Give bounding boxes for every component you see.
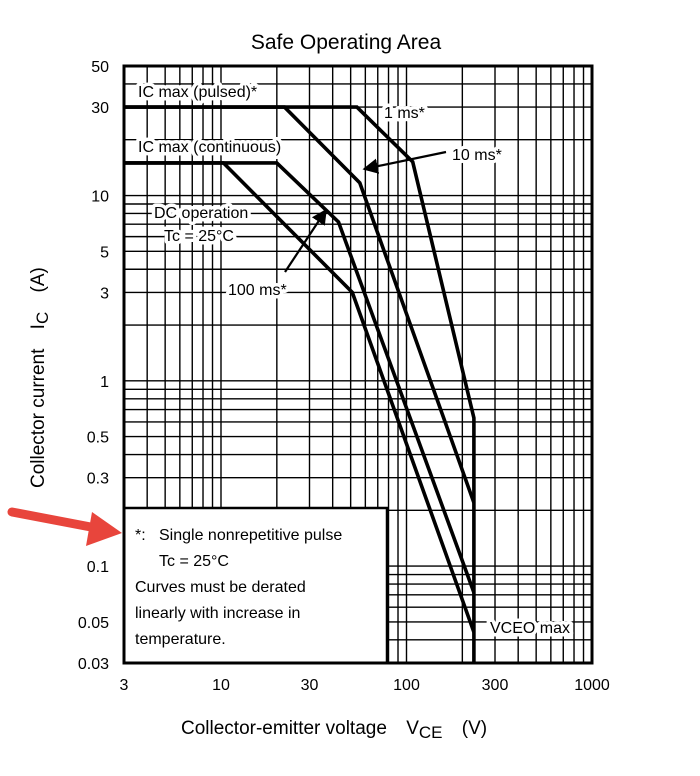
note-line2: Tc = 25°C bbox=[159, 553, 229, 570]
note-line4: linearly with increase in bbox=[135, 605, 300, 622]
y-axis-subscript: C bbox=[33, 312, 52, 324]
y-tick-label: 50 bbox=[91, 59, 109, 76]
y-tick-label: 0.5 bbox=[87, 430, 109, 447]
arrow-10ms bbox=[362, 150, 447, 174]
y-axis-label: Collector current IC (A) bbox=[28, 267, 53, 488]
y-tick-label: 10 bbox=[91, 189, 109, 206]
x-tick-label: 30 bbox=[301, 677, 319, 694]
label-dc-operation: DC operation bbox=[154, 205, 248, 222]
x-tick-label: 300 bbox=[482, 677, 509, 694]
x-axis-subscript: CE bbox=[419, 723, 443, 742]
label-1ms: 1 ms* bbox=[384, 105, 425, 122]
x-axis-label: Collector-emitter voltage VCE (V) bbox=[181, 718, 487, 743]
y-tick-label: 3 bbox=[100, 285, 109, 302]
y-tick-label: 30 bbox=[91, 100, 109, 117]
y-tick-label: 0.05 bbox=[78, 615, 109, 632]
note-line1: Single nonrepetitive pulse bbox=[159, 527, 342, 544]
chart-title: Safe Operating Area bbox=[251, 31, 442, 54]
label-100ms: 100 ms* bbox=[228, 282, 287, 299]
curve-dc-operation bbox=[124, 161, 476, 633]
x-tick-label: 100 bbox=[393, 677, 420, 694]
y-axis-label-text: Collector current bbox=[28, 348, 49, 488]
x-tick-label: 1000 bbox=[574, 677, 610, 694]
x-axis-unit: (V) bbox=[462, 718, 487, 739]
x-axis-label-text: Collector-emitter voltage bbox=[181, 718, 387, 739]
curve-10-ms bbox=[124, 105, 476, 504]
note-star: *: bbox=[135, 527, 146, 544]
tick-labels: 3 10 30 100 300 1000 50 30 10 5 3 1 0.5 0.3 0.1 0.05 0.0… bbox=[78, 59, 610, 694]
label-ic-pulsed: IC max (pulsed)* bbox=[138, 84, 257, 101]
plot-frame bbox=[122, 64, 594, 665]
y-axis-symbol: I bbox=[28, 324, 49, 329]
x-tick-label: 10 bbox=[212, 677, 230, 694]
y-axis-unit: (A) bbox=[28, 267, 49, 292]
y-tick-label: 0.1 bbox=[87, 559, 109, 576]
red-pointer-arrow-icon bbox=[7, 507, 122, 546]
label-ic-continuous: IC max (continuous) bbox=[138, 139, 281, 156]
curves bbox=[124, 105, 476, 663]
x-tick-label: 3 bbox=[120, 677, 129, 694]
y-tick-label: 0.3 bbox=[87, 471, 109, 488]
y-tick-label: 5 bbox=[100, 244, 109, 261]
y-tick-label: 1 bbox=[100, 374, 109, 391]
label-dc-tc: Tc = 25°C bbox=[164, 228, 234, 245]
note-line3: Curves must be derated bbox=[135, 579, 306, 596]
arrow-100ms bbox=[284, 208, 327, 273]
x-axis-symbol: V bbox=[406, 718, 419, 739]
y-tick-label: 0.03 bbox=[78, 656, 109, 673]
label-10ms: 10 ms* bbox=[452, 147, 502, 164]
note-box: *: Single nonrepetitive pulse Tc = 25°C … bbox=[122, 506, 389, 665]
label-vceo-max: VCEO max bbox=[490, 620, 570, 637]
note-line5: temperature. bbox=[135, 631, 226, 648]
